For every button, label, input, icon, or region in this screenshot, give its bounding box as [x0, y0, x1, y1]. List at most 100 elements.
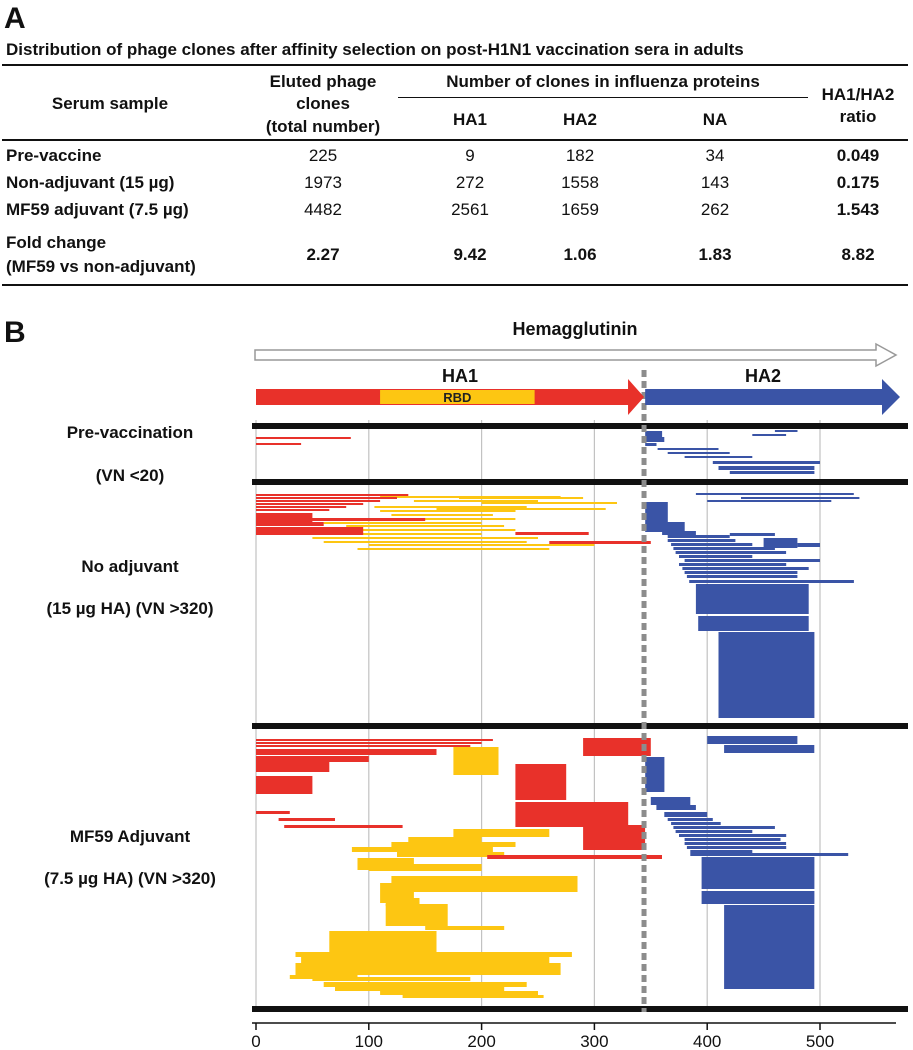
- clone-fragment-ha2: [686, 846, 787, 849]
- clone-fragment-rbd: [295, 963, 561, 975]
- clone-fragment-ha1: [284, 825, 403, 828]
- clone-fragments: [256, 430, 860, 998]
- cell-eluted: 225: [308, 146, 338, 165]
- clone-fragment-ha2: [712, 461, 820, 464]
- clone-fragment-ha1: [515, 764, 567, 800]
- clone-fragment-ha2: [724, 905, 815, 989]
- fold-ha2: 1.06: [563, 245, 597, 264]
- clone-fragment-ha2: [671, 543, 753, 546]
- clone-fragment-ha2: [707, 736, 798, 744]
- cell-ha2: 182: [565, 146, 595, 165]
- clone-fragment-rbd: [402, 518, 516, 520]
- clone-fragment-ha1: [549, 541, 651, 544]
- row-label-non-adjuvant: Non-adjuvant (15 µg): [6, 173, 175, 192]
- clone-fragment-ha1: [256, 509, 330, 511]
- clone-fragment-ha2: [741, 497, 860, 499]
- clone-fragment-ha2: [718, 466, 815, 470]
- clone-fragment-ha1: [256, 437, 351, 439]
- group-label-pre-line1: Pre-vaccination: [66, 423, 194, 442]
- separator-noadj: [252, 723, 908, 729]
- clone-fragment-rbd: [312, 977, 471, 981]
- clone-fragment-rbd: [481, 502, 617, 504]
- clone-fragment-rbd: [453, 747, 499, 775]
- clone-fragment-rbd: [368, 864, 482, 871]
- group-label-noadj-line1: No adjuvant: [81, 557, 179, 576]
- clone-fragment-ha2: [645, 443, 657, 446]
- clone-fragment-ha2: [707, 500, 832, 502]
- clone-fragment-ha2: [645, 522, 685, 532]
- ha1-domain-label: HA1: [442, 366, 478, 386]
- header-number-group: Number of clones in influenza proteins: [446, 72, 760, 91]
- clone-fragment-rbd: [397, 852, 505, 857]
- clone-fragment-ha2: [656, 805, 696, 810]
- clone-fragment-ha2: [671, 822, 721, 825]
- cell-ha1: 9: [465, 146, 475, 165]
- x-axis-tick-label: 400: [693, 1032, 721, 1050]
- clone-fragment-ha1: [256, 527, 364, 535]
- rbd-label: RBD: [443, 390, 471, 405]
- clone-fragment-ha1: [256, 742, 482, 744]
- fold-label-line1: Fold change: [6, 233, 107, 252]
- clone-fragment-ha2: [729, 533, 775, 536]
- separator-pre: [252, 479, 908, 485]
- table-title: Distribution of phage clones after affin…: [6, 40, 744, 59]
- clone-fragment-ha1: [256, 513, 313, 522]
- clone-fragment-rbd: [323, 541, 527, 543]
- clone-fragment-ha1: [256, 518, 426, 521]
- fold-na: 1.83: [698, 245, 732, 264]
- clone-fragment-ha1: [515, 802, 629, 827]
- panel-b-letter: B: [4, 316, 26, 349]
- table-header-rule: [2, 139, 908, 141]
- header-serum-sample: Serum sample: [51, 94, 169, 113]
- clone-fragment-ha1: [583, 738, 651, 756]
- cell-ratio: 0.049: [836, 146, 880, 165]
- x-axis-tick-label: 500: [806, 1032, 834, 1050]
- clone-fragment-rbd: [436, 508, 606, 510]
- clone-fragment-ha2: [650, 797, 691, 805]
- number-group-rule: [398, 97, 808, 98]
- clone-fragment-rbd: [351, 847, 493, 852]
- clone-fragment-ha1: [256, 522, 324, 526]
- clone-fragment-ha2: [645, 502, 668, 522]
- clone-fragment-rbd: [329, 931, 437, 952]
- clone-fragment-ha2: [679, 834, 787, 837]
- clone-fragment-rbd: [323, 522, 482, 524]
- clone-fragment-rbd: [391, 842, 516, 847]
- clone-fragment-rbd: [459, 497, 584, 499]
- clone-fragment-ha2: [752, 434, 787, 436]
- clone-fragment-ha2: [690, 853, 849, 856]
- clone-fragment-ha1: [256, 762, 330, 772]
- clone-fragment-rbd: [368, 544, 595, 546]
- group-label-mf59-line2: (7.5 µg HA) (VN >320): [44, 869, 216, 888]
- ha2-domain-label: HA2: [745, 366, 781, 386]
- clone-fragment-rbd: [391, 876, 578, 892]
- clone-fragment-ha2: [774, 430, 798, 432]
- clone-fragment-ha2: [701, 891, 815, 904]
- clone-fragment-ha2: [763, 538, 798, 548]
- table-bottom-rule: [2, 284, 908, 286]
- clone-fragment-ha2: [679, 555, 753, 558]
- clone-fragment-rbd: [312, 537, 538, 539]
- clone-fragment-ha2: [682, 567, 809, 570]
- x-axis-tick-label: 0: [251, 1032, 260, 1050]
- clone-fragment-rbd: [385, 898, 420, 906]
- clone-fragment-ha2: [657, 448, 719, 450]
- group-separators: [252, 423, 908, 1012]
- clone-fragment-ha1: [256, 776, 313, 794]
- clone-fragment-rbd: [357, 529, 516, 531]
- clone-fragment-ha1: [278, 818, 335, 821]
- clone-fragment-rbd: [380, 991, 538, 995]
- cell-ha2: 1659: [561, 200, 599, 219]
- clone-fragment-ha2: [729, 471, 815, 474]
- clone-fragment-rbd: [323, 982, 527, 987]
- clone-fragment-ha2: [689, 580, 854, 583]
- fold-ha1: 9.42: [453, 245, 487, 264]
- clone-fragment-rbd: [295, 952, 572, 957]
- cell-ha1: 272: [455, 173, 485, 192]
- fold-label-line2: (MF59 vs non-adjuvant): [6, 257, 196, 276]
- clone-fragment-ha2: [662, 531, 696, 535]
- x-axis-tick-label: 100: [355, 1032, 383, 1050]
- cell-ratio: 1.543: [836, 200, 880, 219]
- rbd-region: [380, 390, 535, 404]
- clone-fragment-ha2: [675, 551, 787, 554]
